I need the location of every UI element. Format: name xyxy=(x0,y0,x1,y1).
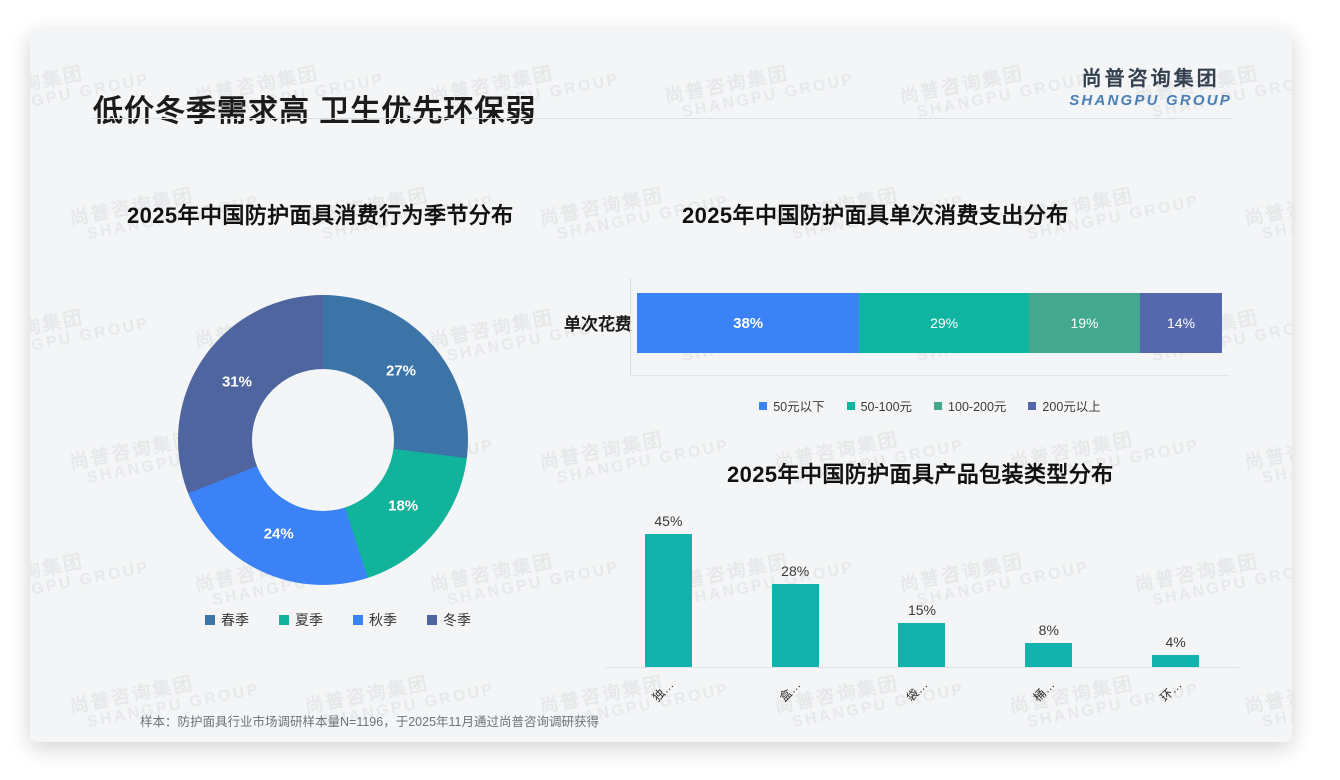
legend-label: 200元以上 xyxy=(1042,400,1101,414)
axis-tick: 独… xyxy=(605,672,732,712)
stacked-bar-segment[interactable]: 29% xyxy=(859,293,1029,353)
donut-chart: 27% 18% 24% 31% 春季 夏季 秋季 冬季 xyxy=(138,288,538,628)
column-chart-axis-labels: 独… 盒… 袋… 桶… 环… xyxy=(605,672,1239,712)
column-chart-plot: 45% 28% 15% 8% 4% xyxy=(605,500,1239,667)
axis-tick-label: 独… xyxy=(650,677,677,705)
legend-label: 100-200元 xyxy=(948,400,1007,414)
sample-note: 样本：防护面具行业市场调研样本量N=1196，于2025年11月通过尚普咨询调研… xyxy=(140,715,599,729)
donut-chart-title: 2025年中国防护面具消费行为季节分布 xyxy=(127,203,514,228)
axis-tick: 桶… xyxy=(985,672,1112,712)
donut-slice-label: 24% xyxy=(263,525,294,543)
axis-tick: 袋… xyxy=(859,672,986,712)
legend-item-spring[interactable]: 春季 xyxy=(205,610,249,630)
column-bar[interactable] xyxy=(1152,655,1200,667)
stacked-bar-axis xyxy=(630,278,631,376)
legend-swatch xyxy=(1028,401,1037,410)
donut-ring: 27% 18% 24% 31% xyxy=(178,295,468,585)
legend-item-summer[interactable]: 夏季 xyxy=(279,610,323,630)
column-bar[interactable] xyxy=(898,622,946,667)
legend-swatch xyxy=(353,615,363,625)
donut-slice-label: 18% xyxy=(388,497,419,515)
legend-swatch xyxy=(759,401,768,410)
legend-label: 50元以下 xyxy=(773,400,825,414)
logo-text-cn: 尚普咨询集团 xyxy=(1081,68,1220,90)
legend-swatch xyxy=(427,615,437,625)
column-value-label: 45% xyxy=(654,512,683,529)
legend-item-50-100[interactable]: 50-100元 xyxy=(846,396,913,415)
column-value-label: 28% xyxy=(781,563,810,580)
axis-tick-label: 袋… xyxy=(903,677,931,705)
column-item[interactable]: 15% xyxy=(859,500,986,667)
donut-legend: 春季 夏季 秋季 冬季 xyxy=(138,610,538,630)
stacked-bar-legend: 50元以下 50-100元 100-200元 200元以上 xyxy=(630,396,1230,415)
legend-label: 秋季 xyxy=(369,612,397,628)
donut-hole xyxy=(252,369,394,511)
column-chart: 45% 28% 15% 8% 4% 独… 盒… 袋… xyxy=(605,500,1245,720)
slide-card: 尚普咨询集团 SHANGPU GROUP 尚普咨询集团 SHANGPU GROUP 尚普… xyxy=(30,30,1292,742)
column-bar[interactable] xyxy=(1025,643,1073,667)
legend-item-under-50[interactable]: 50元以下 xyxy=(759,396,825,415)
column-item[interactable]: 45% xyxy=(605,500,732,667)
legend-item-autumn[interactable]: 秋季 xyxy=(353,610,397,630)
axis-tick-label: 盒… xyxy=(776,677,804,705)
column-chart-title: 2025年中国防护面具产品包装类型分布 xyxy=(727,462,1114,487)
column-item[interactable]: 4% xyxy=(1112,500,1239,667)
axis-tick: 盒… xyxy=(732,672,859,712)
legend-item-over-200[interactable]: 200元以上 xyxy=(1028,396,1101,415)
column-value-label: 15% xyxy=(907,601,936,618)
stacked-bar-category-label: 单次花费 xyxy=(564,315,632,334)
stacked-bar-segment[interactable]: 19% xyxy=(1028,293,1141,353)
stacked-bar-chart: 单次花费 38% 29% 19% 14% 50元以下 50-100元 100-2… xyxy=(564,278,1240,428)
page-title: 低价冬季需求高 卫生优先环保弱 xyxy=(93,95,537,128)
stacked-bar-track: 38% 29% 19% 14% xyxy=(637,293,1222,353)
stacked-bar-segment[interactable]: 14% xyxy=(1140,293,1222,353)
donut-slice-label: 31% xyxy=(221,373,252,391)
legend-swatch xyxy=(846,401,855,410)
axis-tick: 环… xyxy=(1112,672,1239,712)
legend-item-100-200[interactable]: 100-200元 xyxy=(934,396,1006,415)
legend-swatch xyxy=(205,615,215,625)
column-item[interactable]: 28% xyxy=(732,500,859,667)
legend-label: 春季 xyxy=(221,612,249,628)
stacked-bar-baseline xyxy=(630,375,1230,376)
legend-item-winter[interactable]: 冬季 xyxy=(427,610,471,630)
axis-tick-label: 桶… xyxy=(1030,677,1058,705)
column-value-label: 8% xyxy=(1038,622,1059,639)
legend-label: 冬季 xyxy=(443,612,471,628)
donut-slice-label: 27% xyxy=(385,362,417,380)
legend-label: 夏季 xyxy=(295,612,323,628)
column-bar[interactable] xyxy=(771,584,819,667)
logo-text-en: SHANGPU GROUP xyxy=(1069,92,1232,109)
column-item[interactable]: 8% xyxy=(985,500,1112,667)
legend-label: 50-100元 xyxy=(860,400,913,414)
company-logo: 尚普咨询集团 SHANGPU GROUP xyxy=(1069,62,1232,109)
column-chart-baseline xyxy=(605,667,1239,668)
legend-swatch xyxy=(279,615,289,625)
column-bar[interactable] xyxy=(644,533,692,667)
axis-tick-label: 环… xyxy=(1157,677,1185,705)
column-value-label: 4% xyxy=(1165,634,1186,651)
slide-header: 低价冬季需求高 卫生优先环保弱 尚普咨询集团 SHANGPU GROUP xyxy=(30,30,1292,128)
stacked-bar-segment[interactable]: 38% xyxy=(637,293,860,353)
stacked-bar-chart-title: 2025年中国防护面具单次消费支出分布 xyxy=(682,203,1069,228)
header-divider xyxy=(93,118,1233,119)
legend-swatch xyxy=(934,401,943,410)
